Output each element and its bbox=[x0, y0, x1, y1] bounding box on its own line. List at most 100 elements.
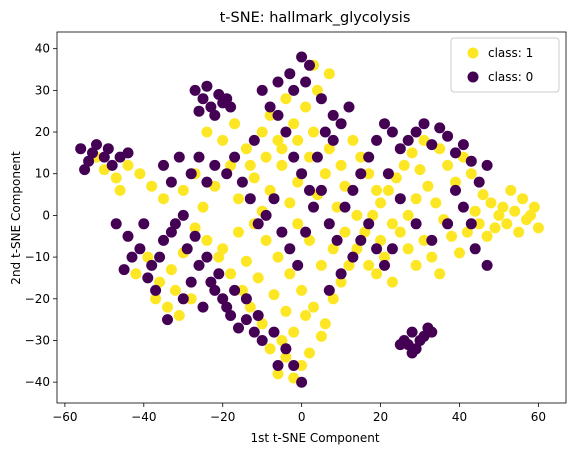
point-class-1 bbox=[473, 218, 485, 230]
point-class-0 bbox=[457, 139, 469, 151]
point-class-1 bbox=[359, 226, 371, 238]
point-class-0 bbox=[106, 159, 118, 171]
point-class-1 bbox=[110, 172, 122, 184]
point-class-1 bbox=[154, 276, 166, 288]
point-class-1 bbox=[173, 310, 185, 321]
point-class-1 bbox=[394, 226, 406, 238]
point-class-0 bbox=[169, 218, 181, 230]
point-class-0 bbox=[394, 143, 406, 155]
point-class-0 bbox=[252, 310, 264, 321]
point-class-0 bbox=[300, 76, 312, 88]
point-class-0 bbox=[229, 284, 241, 296]
point-class-0 bbox=[256, 84, 268, 96]
point-class-1 bbox=[260, 234, 272, 246]
point-class-1 bbox=[240, 255, 252, 267]
point-class-0 bbox=[426, 234, 438, 246]
point-class-0 bbox=[335, 268, 347, 280]
point-class-1 bbox=[300, 101, 312, 113]
y-tick-label: 0 bbox=[42, 208, 50, 222]
point-class-1 bbox=[343, 259, 355, 271]
point-class-1 bbox=[225, 159, 237, 171]
point-class-1 bbox=[406, 147, 418, 159]
point-class-0 bbox=[371, 243, 383, 255]
point-class-0 bbox=[268, 193, 280, 205]
point-class-0 bbox=[402, 134, 414, 146]
point-class-0 bbox=[315, 93, 327, 105]
point-class-1 bbox=[398, 159, 410, 171]
point-class-0 bbox=[221, 168, 233, 180]
point-class-1 bbox=[335, 276, 347, 288]
point-class-0 bbox=[434, 122, 446, 134]
point-class-0 bbox=[193, 259, 205, 271]
point-class-0 bbox=[308, 201, 319, 213]
point-class-1 bbox=[256, 318, 268, 330]
y-tick-label: −30 bbox=[25, 333, 50, 347]
point-class-1 bbox=[292, 218, 304, 230]
point-class-1 bbox=[292, 134, 304, 146]
point-class-0 bbox=[209, 109, 221, 121]
point-class-1 bbox=[142, 251, 154, 263]
point-class-1 bbox=[363, 259, 375, 271]
point-class-0 bbox=[201, 80, 213, 92]
point-class-0 bbox=[165, 226, 177, 238]
point-class-0 bbox=[185, 168, 197, 180]
point-class-0 bbox=[323, 284, 335, 296]
point-class-0 bbox=[110, 218, 122, 230]
point-class-0 bbox=[315, 184, 327, 196]
point-class-0 bbox=[158, 159, 169, 171]
point-class-1 bbox=[240, 143, 252, 155]
point-class-1 bbox=[276, 159, 288, 171]
points-layer bbox=[75, 51, 544, 388]
x-axis-label: 1st t-SNE Component bbox=[250, 431, 379, 445]
point-class-1 bbox=[418, 234, 430, 246]
point-class-0 bbox=[406, 347, 418, 359]
y-tick-label: 10 bbox=[35, 167, 50, 181]
point-class-0 bbox=[335, 118, 347, 130]
point-class-0 bbox=[280, 126, 292, 138]
point-class-1 bbox=[521, 214, 532, 226]
point-class-1 bbox=[410, 193, 422, 205]
point-class-1 bbox=[189, 222, 201, 234]
point-class-1 bbox=[319, 168, 331, 180]
point-class-0 bbox=[201, 251, 213, 263]
point-class-0 bbox=[272, 76, 284, 88]
point-class-1 bbox=[300, 310, 312, 321]
point-class-1 bbox=[304, 151, 315, 163]
point-class-1 bbox=[177, 184, 189, 196]
point-class-1 bbox=[185, 293, 197, 305]
point-class-1 bbox=[233, 226, 244, 238]
point-class-0 bbox=[177, 293, 189, 305]
point-class-1 bbox=[315, 259, 327, 271]
point-class-1 bbox=[528, 201, 540, 213]
point-class-1 bbox=[386, 218, 398, 230]
point-class-0 bbox=[102, 143, 114, 155]
y-tick-label: 20 bbox=[35, 125, 50, 139]
point-class-1 bbox=[244, 301, 256, 313]
y-tick-label: 40 bbox=[35, 42, 50, 56]
point-class-1 bbox=[134, 168, 146, 180]
point-class-0 bbox=[355, 168, 367, 180]
point-class-1 bbox=[489, 222, 501, 234]
point-class-1 bbox=[284, 268, 296, 280]
point-class-1 bbox=[485, 197, 497, 209]
point-class-0 bbox=[323, 218, 335, 230]
point-class-1 bbox=[304, 347, 315, 359]
point-class-0 bbox=[394, 339, 406, 351]
point-class-1 bbox=[276, 335, 288, 346]
point-class-1 bbox=[461, 226, 473, 238]
point-class-1 bbox=[169, 284, 181, 296]
point-class-0 bbox=[347, 184, 359, 196]
x-tick-label: −40 bbox=[131, 410, 156, 424]
point-class-0 bbox=[386, 243, 398, 255]
point-class-1 bbox=[288, 326, 300, 338]
point-class-0 bbox=[201, 176, 213, 188]
point-class-1 bbox=[319, 318, 331, 330]
point-class-0 bbox=[98, 151, 110, 163]
point-class-0 bbox=[386, 126, 398, 138]
point-class-1 bbox=[379, 251, 390, 263]
point-class-1 bbox=[150, 293, 162, 305]
point-class-0 bbox=[173, 151, 185, 163]
chart-title: t-SNE: hallmark_glycolysis bbox=[220, 10, 411, 26]
point-class-0 bbox=[304, 184, 315, 196]
point-class-0 bbox=[339, 201, 351, 213]
